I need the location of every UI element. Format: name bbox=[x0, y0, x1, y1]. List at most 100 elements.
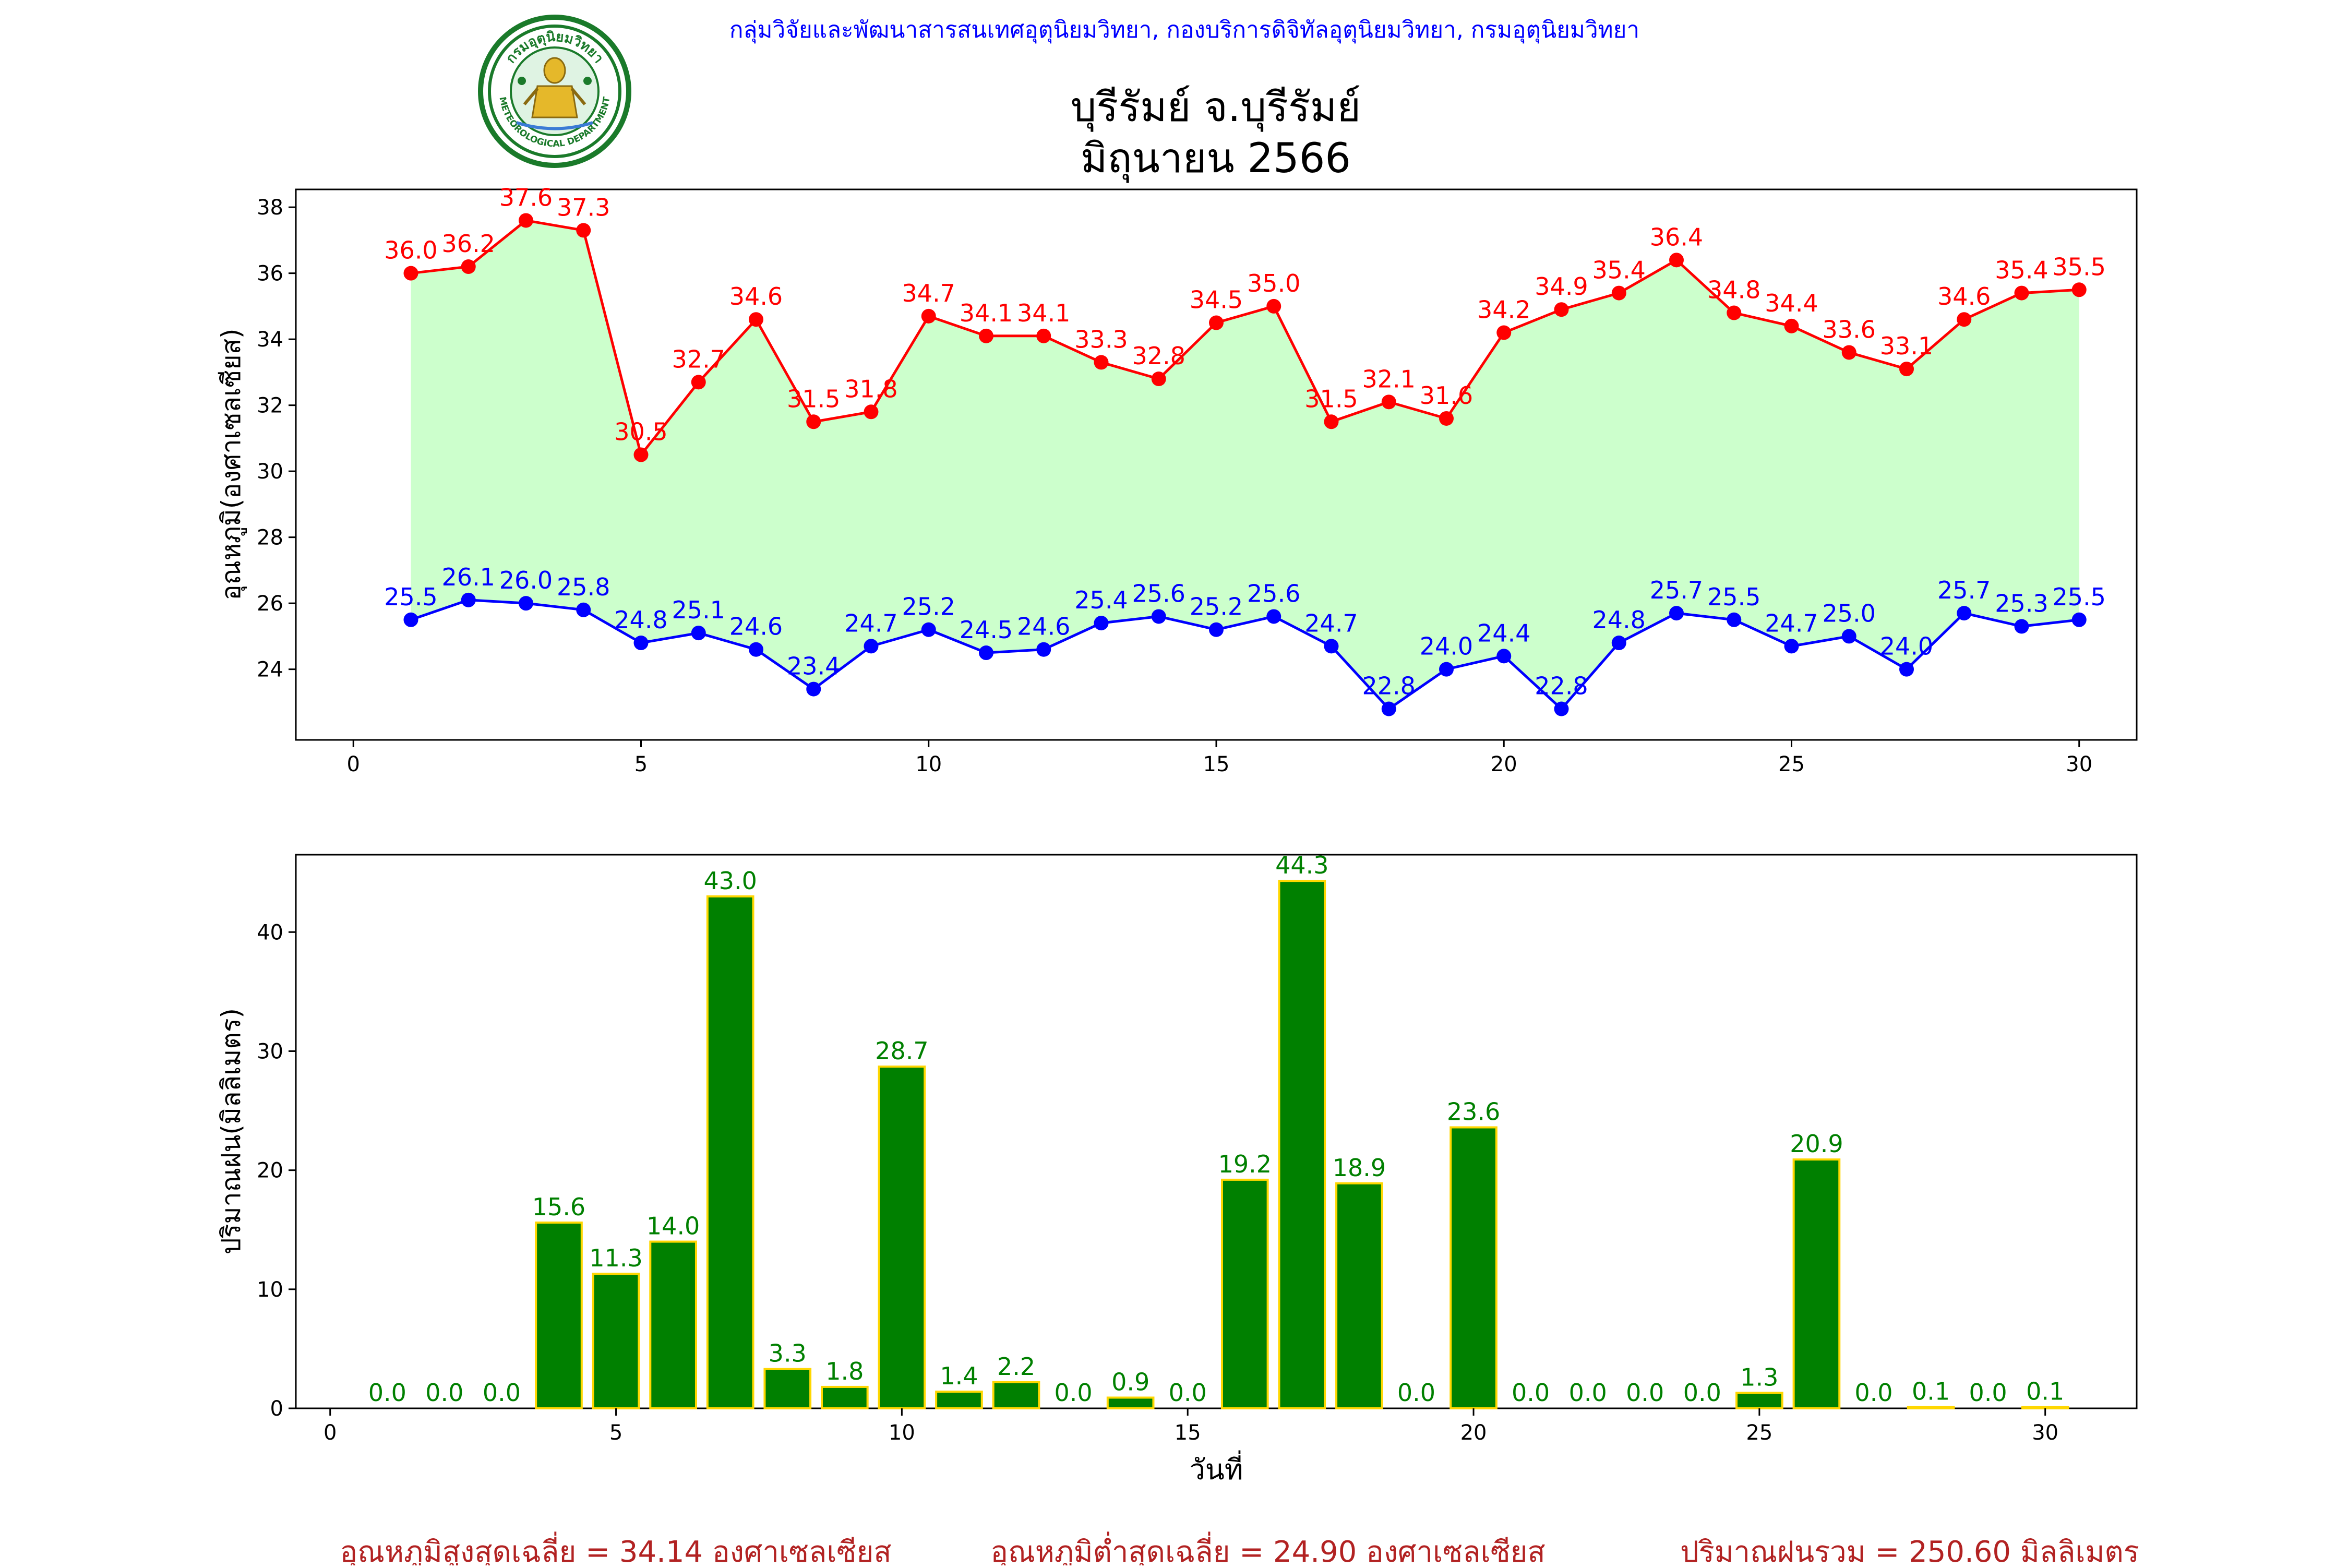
rain-ytick-label: 10 bbox=[257, 1278, 283, 1302]
temp-max-point bbox=[1266, 298, 1281, 314]
temp-plot-area: 36.0 36.237.6 37.330.532.734.631.5 31.834.7… bbox=[257, 183, 2106, 776]
temp-min-point bbox=[1957, 606, 1972, 621]
temp-max-point bbox=[403, 266, 418, 281]
rain-bar bbox=[1106, 1396, 1155, 1410]
temp-max-label: 31.5 bbox=[1304, 385, 1358, 413]
temp-max-point bbox=[1611, 285, 1626, 301]
temp-max-label: 35.5 bbox=[2053, 253, 2106, 281]
temp-min-label: 25.5 bbox=[1707, 583, 1760, 611]
temp-min-label: 25.5 bbox=[2053, 583, 2106, 611]
rain-bar-label: 2.2 bbox=[997, 1352, 1035, 1381]
temp-min-label: 24.5 bbox=[960, 616, 1013, 644]
temp-max-label: 33.3 bbox=[1074, 325, 1128, 353]
temp-min-label: 25.7 bbox=[1650, 576, 1703, 604]
temp-min-label: 25.4 bbox=[1074, 586, 1128, 614]
temp-max-label: 35.4 bbox=[1592, 256, 1646, 284]
temp-min-point bbox=[1496, 649, 1512, 664]
rain-bar bbox=[1449, 1126, 1498, 1409]
rain-bar-label: 0.0 bbox=[1969, 1379, 2007, 1407]
temp-min-point bbox=[403, 612, 418, 627]
temp-max-label: 32.1 bbox=[1362, 365, 1416, 393]
rain-bar-label: 0.1 bbox=[1912, 1378, 1950, 1406]
temp-min-label: 24.8 bbox=[1592, 606, 1646, 634]
temp-max-point bbox=[1841, 345, 1856, 360]
temp-max-point bbox=[1036, 328, 1051, 343]
temp-min-label: 24.7 bbox=[1765, 609, 1818, 637]
footer-avg-max: อุณหภูมิสูงสุดเฉลี่ย = 34.14 องศาเซลเซีย… bbox=[340, 1531, 891, 1565]
rain-bar-label: 1.4 bbox=[940, 1362, 978, 1390]
temp-max-label: 33.1 bbox=[1880, 332, 1933, 360]
temp-min-point bbox=[1841, 629, 1856, 644]
temp-max-label: 32.7 bbox=[672, 345, 725, 373]
rain-xtick-label: 25 bbox=[1746, 1421, 1772, 1445]
rain-xtick-label: 30 bbox=[2032, 1421, 2058, 1445]
temp-max-label: 34.5 bbox=[1190, 286, 1243, 314]
temp-max-label: 34.2 bbox=[1477, 296, 1530, 324]
temp-min-point bbox=[2071, 612, 2087, 627]
temp-min-point bbox=[921, 622, 936, 637]
temp-max-point bbox=[806, 414, 821, 429]
temp-min-point bbox=[633, 636, 649, 651]
rain-bar-label: 28.7 bbox=[875, 1037, 928, 1065]
rain-bar-label: 0.0 bbox=[1397, 1379, 1435, 1407]
temp-min-point bbox=[576, 602, 591, 617]
rain-bar-label: 0.0 bbox=[1626, 1379, 1664, 1407]
temp-min-label: 24.8 bbox=[614, 606, 667, 634]
rain-ytick-label: 30 bbox=[257, 1039, 283, 1063]
rain-bar bbox=[1220, 1178, 1269, 1409]
rain-bar bbox=[878, 1066, 926, 1409]
temp-min-point bbox=[1036, 642, 1051, 657]
rain-bar-label: 0.0 bbox=[1854, 1379, 1892, 1407]
temp-max-point bbox=[633, 447, 649, 462]
rain-bar bbox=[935, 1391, 983, 1409]
temp-min-point bbox=[1209, 622, 1224, 637]
temp-min-point bbox=[1266, 609, 1281, 624]
rain-bar-label: 0.0 bbox=[1169, 1379, 1207, 1407]
temp-min-point bbox=[691, 626, 706, 641]
temp-ytick-label: 24 bbox=[257, 658, 283, 682]
temp-xtick-label: 0 bbox=[347, 752, 360, 776]
temp-ytick-label: 32 bbox=[257, 394, 283, 418]
rain-bar-label: 19.2 bbox=[1218, 1150, 1272, 1178]
temp-min-label: 22.8 bbox=[1362, 672, 1416, 700]
temp-max-point bbox=[691, 375, 706, 390]
temp-max-label: 34.8 bbox=[1707, 276, 1760, 304]
temp-min-point bbox=[1899, 662, 1914, 677]
temp-max-label: 32.8 bbox=[1132, 342, 1185, 370]
temp-max-point bbox=[1899, 362, 1914, 377]
temp-max-label: 35.0 bbox=[1247, 269, 1300, 297]
temp-max-label: 34.4 bbox=[1765, 289, 1818, 317]
rain-ylabel: ปริมาณฝน(มิลลิเมตร) bbox=[216, 1008, 246, 1254]
rain-bar bbox=[763, 1368, 812, 1409]
temp-max-point bbox=[1209, 315, 1224, 330]
rain-xtick-label: 0 bbox=[324, 1421, 337, 1445]
rain-bar bbox=[649, 1240, 697, 1409]
temp-max-label: 34.7 bbox=[902, 279, 955, 307]
rain-bar-label: 20.9 bbox=[1790, 1130, 1843, 1158]
temp-max-label: 31.5 bbox=[787, 385, 840, 413]
rain-bar-label: 3.3 bbox=[769, 1339, 807, 1368]
temp-min-label: 25.0 bbox=[1823, 599, 1876, 627]
temp-min-label: 24.7 bbox=[1304, 609, 1358, 637]
temp-max-point bbox=[979, 328, 993, 343]
rain-bar-label: 0.9 bbox=[1111, 1368, 1149, 1396]
temp-min-label: 22.8 bbox=[1535, 672, 1588, 700]
temp-max-point bbox=[576, 223, 591, 238]
temp-min-label: 25.3 bbox=[1995, 589, 2048, 617]
temp-max-point bbox=[2014, 285, 2029, 301]
temp-xtick-label: 30 bbox=[2066, 752, 2092, 776]
temp-max-point bbox=[1324, 414, 1339, 429]
temp-max-label: 33.6 bbox=[1823, 315, 1876, 343]
temp-max-label: 37.6 bbox=[499, 183, 553, 211]
temp-min-point bbox=[2014, 619, 2029, 634]
rain-bar-label: 0.0 bbox=[1569, 1379, 1607, 1407]
temp-min-label: 25.2 bbox=[1190, 593, 1243, 621]
temp-min-label: 24.6 bbox=[729, 613, 783, 641]
temp-min-point bbox=[1324, 639, 1339, 654]
temp-ytick-label: 26 bbox=[257, 592, 283, 616]
temp-min-point bbox=[749, 642, 763, 657]
temp-min-label: 24.7 bbox=[844, 609, 897, 637]
rain-bar bbox=[535, 1222, 583, 1409]
temp-max-label: 34.1 bbox=[1017, 299, 1070, 327]
